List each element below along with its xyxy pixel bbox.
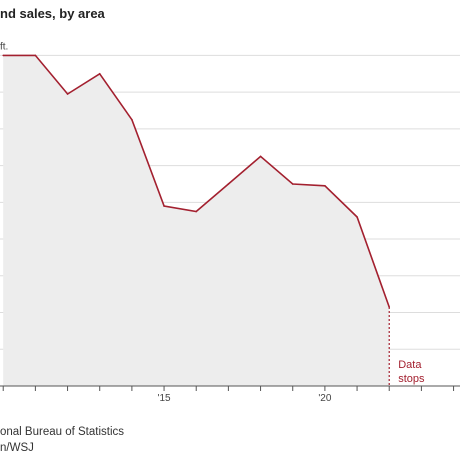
data-point-2017	[227, 183, 230, 185]
x-tick-label: '20	[318, 393, 331, 404]
data-points	[2, 54, 391, 308]
data-point-2012	[66, 93, 69, 95]
data-point-2016	[195, 210, 198, 213]
chart-title: nd sales, by area	[0, 6, 105, 21]
data-point-2020	[324, 184, 326, 187]
x-axis-ticks: '15 '20	[2, 386, 455, 404]
source-line-1: onal Bureau of Statistics	[0, 426, 125, 438]
data-point-2018	[259, 155, 262, 158]
unit-label: ft.	[0, 41, 8, 52]
data-point-2013	[98, 72, 101, 75]
sales-area	[3, 55, 390, 387]
data-point-2011	[34, 54, 37, 57]
data-point-2021	[356, 216, 358, 218]
data-point-2019	[291, 183, 294, 185]
source-line-2: n/WSJ	[0, 442, 34, 454]
x-tick-label: '15	[158, 393, 171, 404]
data-stops-label-line1: Data	[398, 359, 422, 371]
data-stops-label-line2: stops	[398, 373, 425, 385]
data-point-2014	[131, 118, 133, 121]
data-point-2015	[163, 205, 165, 207]
data-point-2010	[2, 54, 5, 57]
